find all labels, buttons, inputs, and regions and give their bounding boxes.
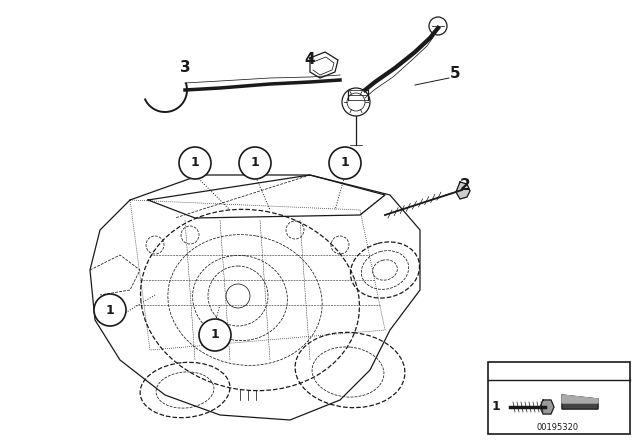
Circle shape	[179, 147, 211, 179]
Text: 4: 4	[305, 52, 316, 68]
Text: 3: 3	[180, 60, 190, 76]
Text: 1: 1	[251, 156, 259, 169]
Bar	[488, 362, 630, 434]
Text: 1: 1	[492, 401, 500, 414]
Text: 1: 1	[106, 303, 115, 316]
Polygon shape	[562, 395, 598, 409]
Polygon shape	[562, 395, 598, 403]
Text: 1: 1	[211, 328, 220, 341]
Polygon shape	[540, 400, 554, 414]
Text: 1: 1	[191, 156, 200, 169]
Polygon shape	[456, 182, 470, 199]
Text: 00195320: 00195320	[537, 423, 579, 432]
Circle shape	[199, 319, 231, 351]
Circle shape	[329, 147, 361, 179]
Text: 2: 2	[460, 177, 470, 193]
Circle shape	[239, 147, 271, 179]
Text: 5: 5	[450, 65, 460, 81]
Circle shape	[94, 294, 126, 326]
Text: 1: 1	[340, 156, 349, 169]
